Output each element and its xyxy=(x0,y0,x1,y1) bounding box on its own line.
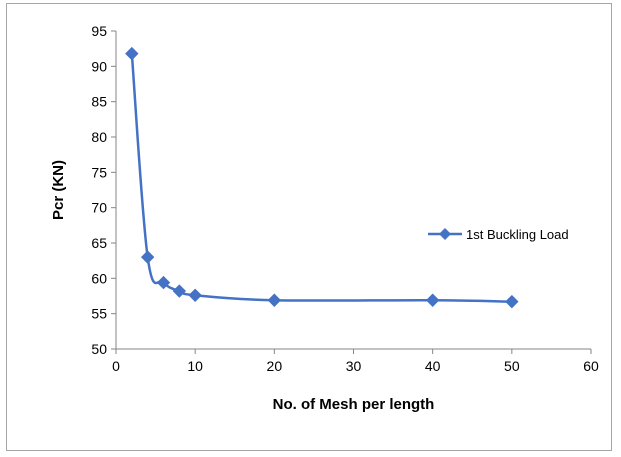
y-axis-title: Pcr (KN) xyxy=(50,160,67,220)
data-point-marker xyxy=(140,250,155,264)
legend-label: 1st Buckling Load xyxy=(466,227,569,242)
data-point-marker xyxy=(188,288,202,303)
data-point-marker xyxy=(125,46,139,61)
y-tick-label: 50 xyxy=(91,341,107,357)
series-layer xyxy=(125,46,519,309)
y-tick-label: 55 xyxy=(91,306,107,322)
x-tick-label: 60 xyxy=(583,358,599,374)
y-tick-label: 85 xyxy=(91,94,107,110)
data-point-marker xyxy=(267,293,282,307)
y-tick-label: 65 xyxy=(91,235,107,251)
data-point-marker xyxy=(425,293,440,307)
x-tick-label: 50 xyxy=(504,358,520,374)
x-tick-label: 10 xyxy=(187,358,203,374)
y-tick-label: 70 xyxy=(91,200,107,216)
x-tick-label: 20 xyxy=(267,358,283,374)
legend: 1st Buckling Load xyxy=(428,227,569,242)
x-tick-label: 40 xyxy=(425,358,441,374)
x-axis-title: No. of Mesh per length xyxy=(273,396,435,413)
y-tick-label: 95 xyxy=(91,23,107,39)
data-point-marker xyxy=(156,275,171,290)
y-tick-label: 60 xyxy=(91,270,107,286)
axes xyxy=(111,30,592,354)
chart-area xyxy=(6,3,612,451)
x-tick-label: 0 xyxy=(112,358,120,374)
x-tick-label: 30 xyxy=(346,358,362,374)
series-line xyxy=(130,53,512,303)
y-tick-label: 75 xyxy=(91,164,107,180)
tick-labels: 50 55 60 65 70 75 80 85 90 95 0 10 20 30 40 50 60 xyxy=(91,23,599,374)
y-tick-label: 80 xyxy=(91,129,107,145)
y-tick-label: 90 xyxy=(91,58,107,74)
data-point-marker xyxy=(172,284,187,298)
legend-diamond-marker xyxy=(439,228,451,240)
data-point-marker xyxy=(505,294,519,309)
